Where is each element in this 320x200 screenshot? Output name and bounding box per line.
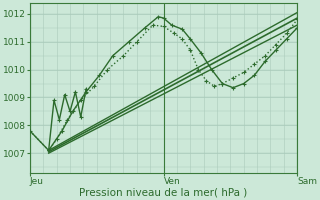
X-axis label: Pression niveau de la mer( hPa ): Pression niveau de la mer( hPa ) xyxy=(79,187,248,197)
